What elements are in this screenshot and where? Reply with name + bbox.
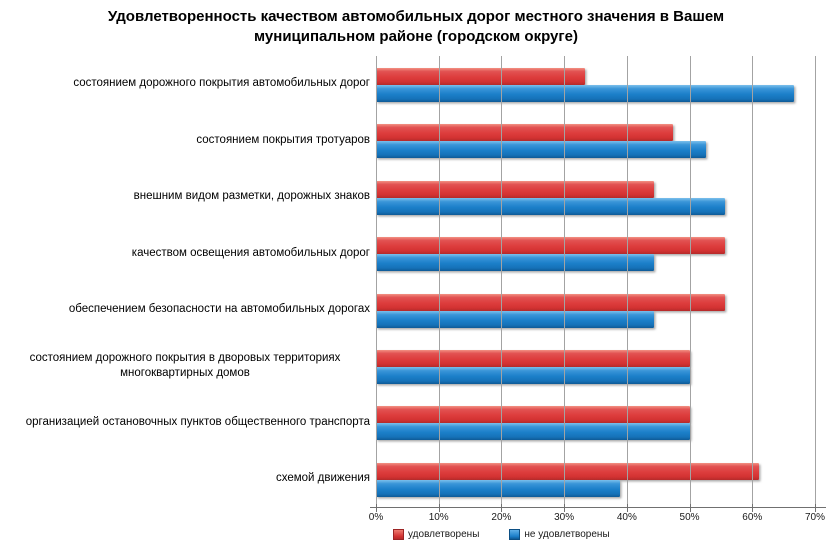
bar-not-satisfied xyxy=(376,197,725,215)
x-axis-tick xyxy=(815,504,816,512)
x-axis-tick xyxy=(376,504,377,512)
x-tick-label: 20% xyxy=(491,512,512,523)
legend-label-not-satisfied: не удовлетворены xyxy=(524,529,610,540)
gridline xyxy=(438,56,440,507)
legend-label-satisfied: удовлетворены xyxy=(408,529,480,540)
bar-group xyxy=(376,282,815,338)
gridline xyxy=(564,56,566,507)
x-axis-tick xyxy=(626,504,628,512)
bar-satisfied xyxy=(376,462,760,480)
bar-not-satisfied xyxy=(376,254,655,272)
legend-item-satisfied: удовлетворены xyxy=(393,529,479,540)
category-label: состоянием дорожного покрытия автомобиль… xyxy=(73,77,370,90)
category-label: обеспечением безопасности на автомобильн… xyxy=(68,302,370,315)
gridline xyxy=(689,56,691,507)
bar-group xyxy=(376,169,815,225)
legend: удовлетворены не удовлетворены xyxy=(393,529,610,540)
bar-group xyxy=(376,225,815,281)
x-axis-tick xyxy=(501,504,503,512)
x-tick-label: 0% xyxy=(368,512,384,523)
bar-group xyxy=(376,451,815,507)
gridline xyxy=(376,56,377,507)
category-label: схемой движения xyxy=(275,472,370,485)
legend-item-not-satisfied: не удовлетворены xyxy=(509,529,610,540)
bar-satisfied xyxy=(376,293,725,311)
bar-not-satisfied xyxy=(376,423,690,441)
x-tick-label: 70% xyxy=(804,512,825,523)
x-axis-tick xyxy=(564,504,566,512)
bar-satisfied xyxy=(376,68,585,85)
category-label: качеством освещения автомобильных дорог xyxy=(131,246,370,259)
legend-swatch-not-satisfied-icon xyxy=(509,529,521,540)
gridline xyxy=(752,56,754,507)
x-tick-label: 50% xyxy=(679,512,700,523)
chart-title: Удовлетворенность качеством автомобильны… xyxy=(107,8,725,46)
category-axis: состоянием дорожного покрытия автомобиль… xyxy=(0,56,370,507)
bar-rows xyxy=(376,56,815,507)
gridline xyxy=(815,56,816,507)
x-axis-line xyxy=(370,507,826,508)
bar-satisfied xyxy=(376,349,690,367)
bar-satisfied xyxy=(376,406,690,424)
bar-satisfied xyxy=(376,124,674,142)
x-axis-tick xyxy=(689,504,691,512)
x-tick-label: 30% xyxy=(554,512,575,523)
gridline xyxy=(626,56,628,507)
category-label: состоянием покрытия тротуаров xyxy=(196,133,370,146)
bar-not-satisfied xyxy=(376,310,655,328)
x-tick-label: 40% xyxy=(616,512,637,523)
bar-not-satisfied xyxy=(376,366,690,384)
bar-not-satisfied xyxy=(376,479,620,497)
x-axis-tick xyxy=(752,504,754,512)
bar-group xyxy=(376,394,815,450)
bar-group xyxy=(376,112,815,168)
bar-group xyxy=(376,338,815,394)
x-tick-label: 60% xyxy=(742,512,763,523)
bar-group xyxy=(376,56,815,112)
legend-swatch-satisfied-icon xyxy=(393,529,404,540)
x-tick-label: 10% xyxy=(428,512,449,523)
x-axis-tick xyxy=(438,504,440,512)
category-label: состоянием дорожного покрытия в дворовых… xyxy=(29,351,341,380)
category-label: внешним видом разметки, дорожных знаков xyxy=(133,190,370,203)
bar-satisfied xyxy=(376,180,655,198)
gridline xyxy=(501,56,503,507)
plot-area xyxy=(376,56,816,507)
category-label: организацией остановочных пунктов общест… xyxy=(25,415,370,428)
bar-not-satisfied xyxy=(376,141,706,159)
bar-satisfied xyxy=(376,237,725,255)
